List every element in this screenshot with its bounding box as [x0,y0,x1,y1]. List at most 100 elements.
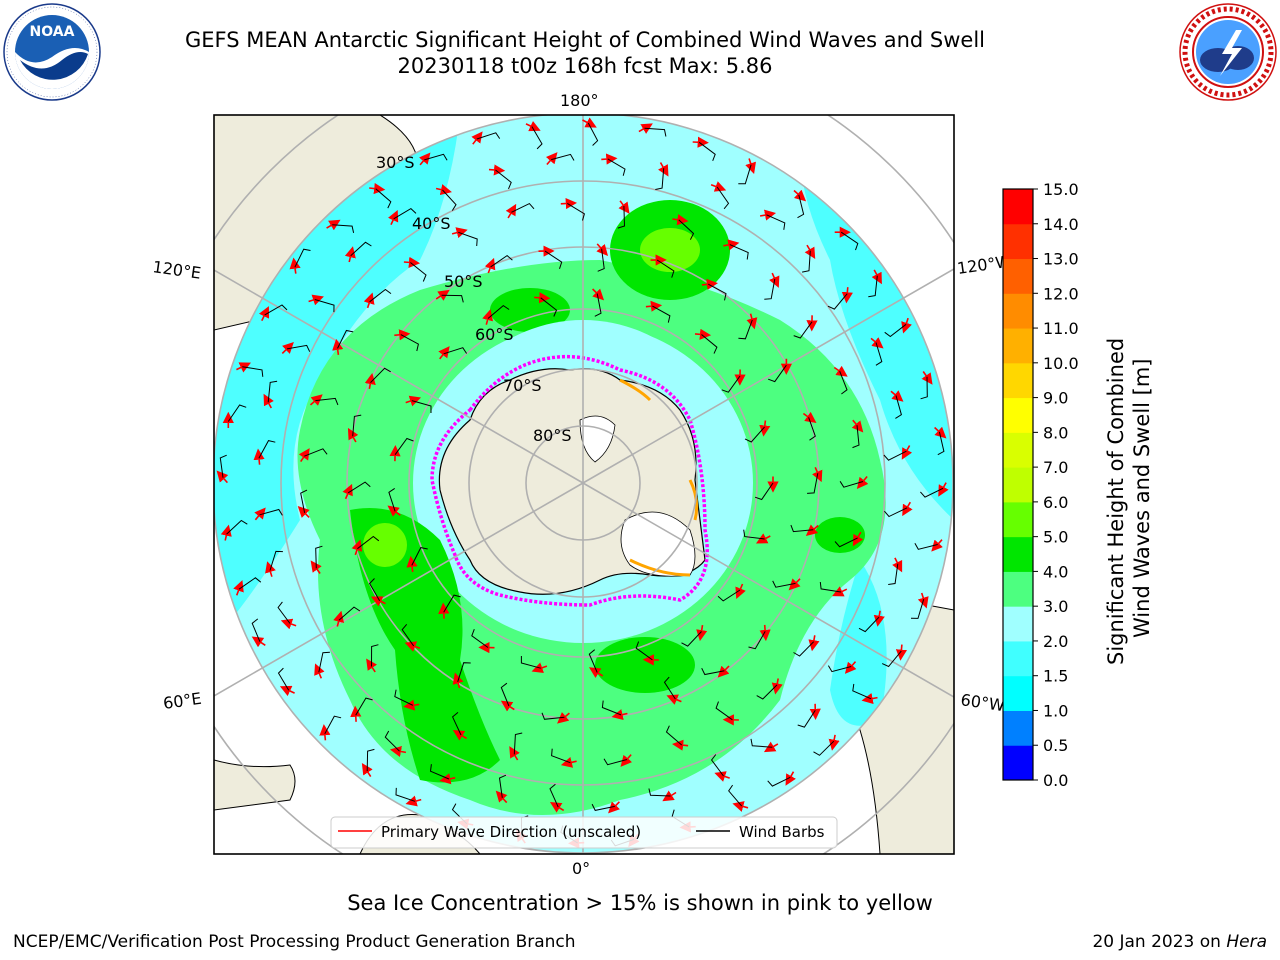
colorbar-segment [1003,328,1033,364]
colorbar-segment [1003,223,1033,260]
wave-direction-arrow [611,709,628,721]
wind-barb [910,599,925,619]
wave-direction-arrow [545,152,558,166]
wind-barb [442,189,457,211]
wind-barb [808,417,816,441]
wind-barb [242,366,264,377]
wave-direction-arrow [851,419,864,433]
colorbar-tick-label: 12.0 [1043,284,1079,303]
wave-direction-arrow [471,131,483,145]
colorbar-tick-label: 0.0 [1043,771,1068,790]
sea-ice-caption: Sea Ice Concentration > 15% is shown in … [347,891,933,915]
wind-barb [318,651,330,673]
wind-barb [715,701,733,721]
colorbar-label-line1: Significant Height of Combined [1104,338,1128,665]
wind-barb [656,259,675,278]
wave-direction-arrow [254,507,266,521]
wind-barb [920,376,928,400]
lat-label-60s: 60°S [475,325,514,344]
wave-direction-arrow [793,189,807,202]
wind-barb [827,665,852,673]
wave-direction-arrow [452,672,464,689]
colorbar-segment [1003,293,1033,329]
wind-barb [371,644,379,667]
wind-barb [476,132,501,140]
wind-barb [541,712,565,720]
wave-direction-arrow [308,294,324,306]
wind-barb [868,275,878,298]
nws-logo-icon [1179,3,1277,101]
wind-barb [226,519,248,535]
wind-barb [368,578,381,602]
wave-direction-arrow [452,730,468,741]
colorbar-frame [1002,188,1034,781]
wind-barb [511,202,535,213]
wind-barb [754,482,774,501]
wind-barb [304,448,328,457]
colorbar-segment [1003,710,1033,746]
lat-label-40s: 40°S [412,214,451,233]
colorbar-segment [1003,675,1033,711]
wind-barb [883,450,907,461]
colorbar-tick-label: 8.0 [1043,423,1068,442]
wind-barb [920,487,944,498]
wind-barb [395,787,416,802]
wave-direction-arrow [901,445,913,460]
wind-barb [520,656,541,669]
wave-direction-arrow [281,342,294,354]
wind-barb [587,122,599,146]
wind-barb [768,364,787,383]
wave-direction-arrow [557,712,570,724]
wind-barb [540,297,558,317]
wind-barb [549,783,559,808]
wind-barb [332,224,355,234]
wind-barb [384,730,400,752]
wind-barb [370,367,391,383]
lat-label-70s: 70°S [503,376,542,395]
footer-left: NCEP/EMC/Verification Post Processing Pr… [13,932,576,952]
wind-barb [411,547,428,566]
wave-direction-arrow [236,362,251,373]
wind-barb [300,489,308,513]
chart-subtitle: 20230118 t00z 168h fcst Max: 5.86 [397,54,773,78]
wind-barb [251,618,261,642]
wind-barb [591,803,615,811]
wind-barb [655,168,665,190]
wind-barb [588,649,598,673]
wind-barb [884,323,907,338]
lat-label-30s: 30°S [376,153,415,172]
wind-barb [766,214,786,230]
wind-barb [839,481,864,488]
wind-barb [457,662,471,682]
colorbar-tick-label: 9.0 [1043,389,1068,408]
colorbar-tick-label: 3.0 [1043,597,1068,616]
wind-barb [495,169,512,190]
wind-barb [594,293,602,317]
wind-barb [729,244,749,260]
wind-barb [471,629,489,648]
wave-direction-arrow [732,801,749,812]
colorbar-tick-label: 0.5 [1043,736,1068,755]
colorbar-tick-label: 4.0 [1043,562,1068,581]
wave-direction-arrow [394,329,411,341]
wind-barb [708,283,727,301]
wind-barb [238,577,262,590]
wind-barb [852,683,872,700]
legend-barb-label: Wind Barbs [739,823,825,841]
wind-barb [797,710,816,728]
wind-barb [277,601,291,624]
colorbar-tick-label: 10.0 [1043,354,1079,373]
footer-right: 20 Jan 2023 on Hera [1092,932,1267,952]
wind-barb [357,535,380,550]
wind-barb [601,700,622,716]
wind-barb [487,304,510,319]
wind-barb [294,248,311,268]
wave-direction-arrow [505,203,517,219]
wind-barb [315,397,339,406]
wind-barb [652,305,671,323]
wind-barb [352,414,362,437]
wind-barb [219,454,227,478]
wind-barb [895,395,902,419]
wind-barb [500,682,510,707]
wind-barb [738,319,753,340]
